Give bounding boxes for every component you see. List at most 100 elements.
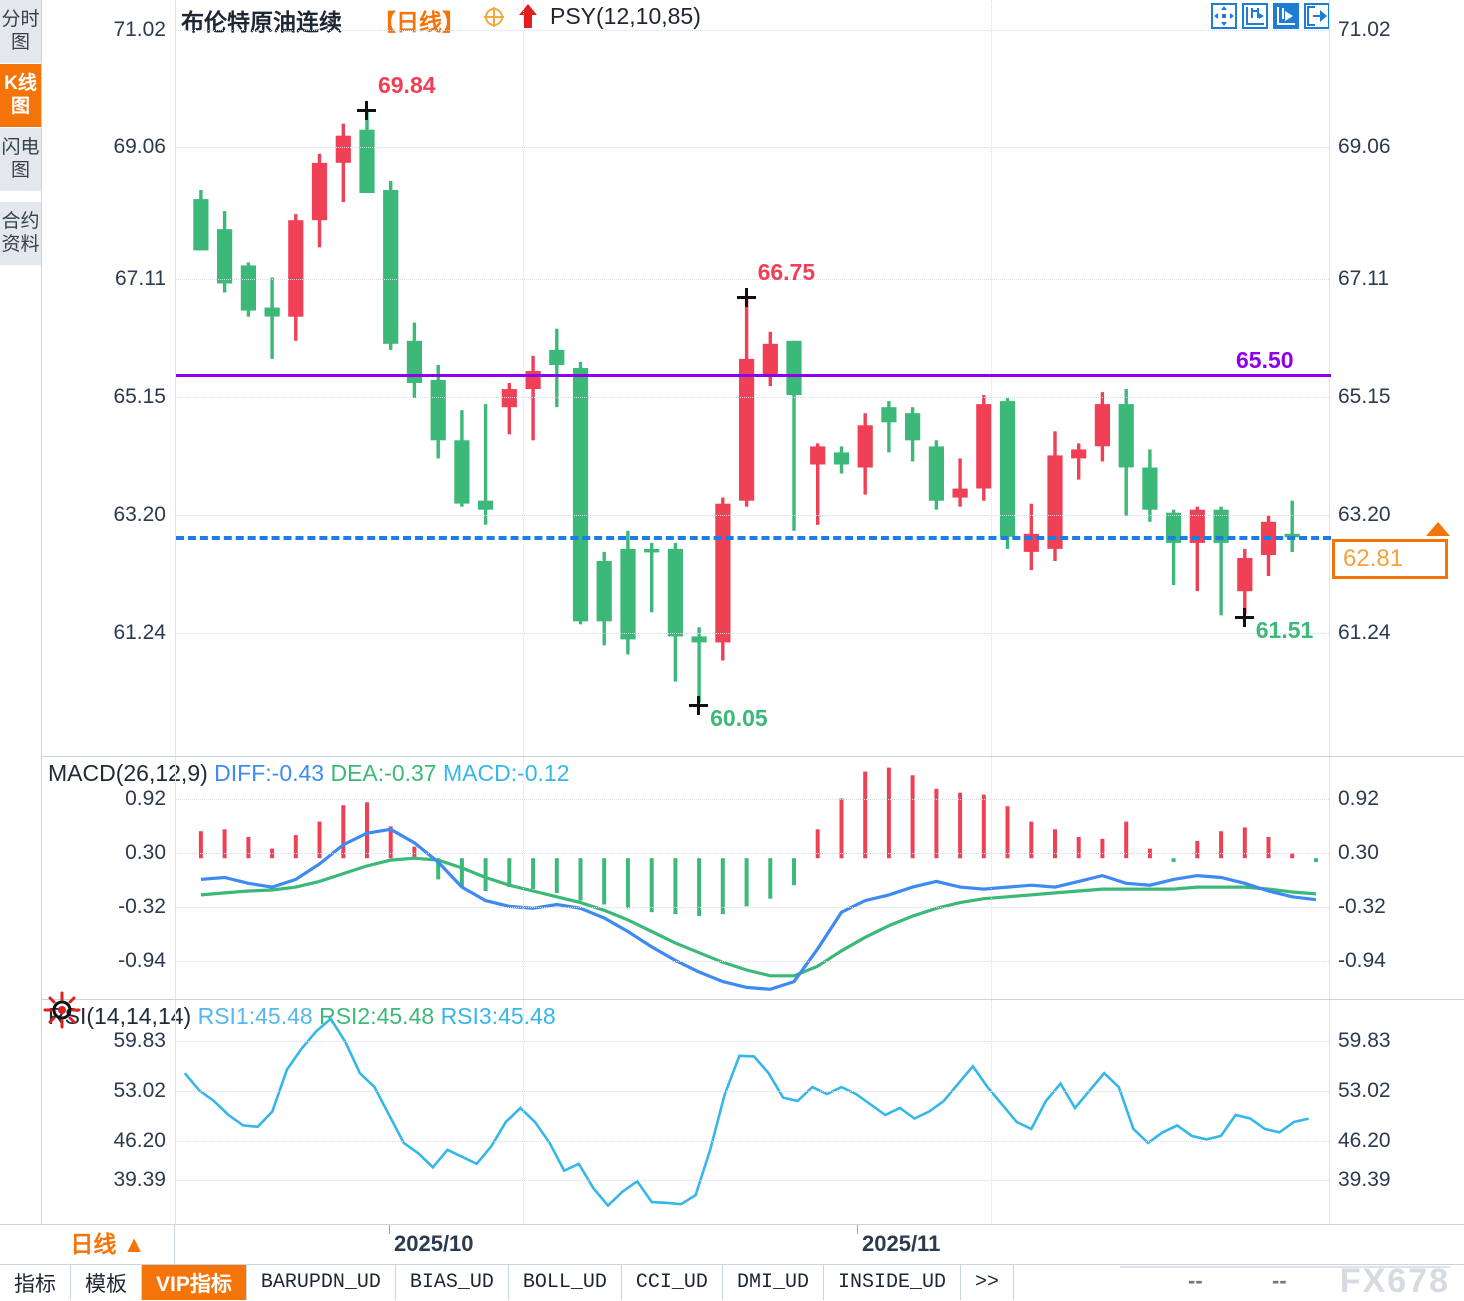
rsi-tick-left-2: 46.20 — [113, 1129, 166, 1152]
pane-separator — [42, 756, 1464, 757]
crosshair-toggle-icon[interactable] — [484, 7, 504, 27]
price-axis-left: 71.02 69.06 67.11 65.15 63.20 61.24 — [42, 0, 170, 756]
rsi-tick-left-1: 53.02 — [113, 1079, 166, 1102]
macd-axis-right: 0.92 0.30 -0.32 -0.94 — [1334, 757, 1464, 999]
last-price-badge: 62.81 — [1332, 539, 1448, 580]
toolbar-tab-boll[interactable]: BOLL_UD — [509, 1265, 622, 1300]
dash-mark-1: -- — [1272, 1268, 1287, 1293]
last-price-line — [176, 536, 1331, 541]
rsi-axis-right: 59.83 53.02 46.20 39.39 — [1334, 1000, 1464, 1224]
toolbar-tab-vip[interactable]: VIP指标 — [142, 1265, 247, 1300]
toolbar-more-button[interactable]: >> — [961, 1265, 1014, 1300]
watermark-rule — [1120, 1266, 1450, 1268]
toolbar-tab-inside[interactable]: INSIDE_UD — [824, 1265, 961, 1300]
sidebar-item-lightning[interactable]: 闪电图 — [0, 128, 41, 192]
macd-diff-value: DIFF:-0.43 — [214, 760, 325, 786]
gridline — [176, 1091, 1329, 1092]
gridline — [176, 1180, 1329, 1181]
gridline — [176, 633, 1329, 634]
macd-tick-right-0: 0.92 — [1338, 787, 1379, 810]
sidebar-divider — [0, 192, 41, 202]
rsi-title-row: RSI(14,14,14) RSI1:45.48 RSI2:45.48 RSI3… — [48, 1003, 556, 1030]
axis-lock-icon[interactable] — [1242, 3, 1268, 29]
price-tick-right-5: 61.24 — [1338, 621, 1391, 644]
rsi3-value: RSI3:45.48 — [440, 1003, 556, 1029]
gridline — [176, 30, 1329, 31]
chart-header: 布伦特原油连续 【日线】 PSY(12,10,85) — [42, 0, 1464, 35]
chart-tool-icons — [1211, 3, 1330, 29]
rsi-tick-right-1: 53.02 — [1338, 1079, 1391, 1102]
macd-series — [198, 767, 1318, 991]
axis-play-icon[interactable] — [1273, 3, 1299, 29]
indicator-toolbar: 指标 模板 VIP指标 BARUPDN_UD BIAS_UD BOLL_UD C… — [0, 1264, 1464, 1300]
gridline — [176, 1141, 1329, 1142]
rsi2-value: RSI2:45.48 — [319, 1003, 435, 1029]
toolbar-tab-template[interactable]: 模板 — [71, 1265, 142, 1300]
psy-indicator-label: PSY(12,10,85) — [550, 3, 701, 29]
macd-macd-value: MACD:-0.12 — [442, 760, 570, 786]
recent-low-marker-crosshair — [1234, 607, 1254, 627]
low-marker-crosshair — [689, 695, 709, 715]
macd-tick-left-0: 0.92 — [125, 787, 166, 810]
gridline — [176, 853, 1329, 854]
rsi-pane[interactable]: RSI(14,14,14) RSI1:45.48 RSI2:45.48 RSI3… — [42, 1000, 1464, 1224]
rsi-series — [183, 1016, 1309, 1208]
sidebar-item-contract-info[interactable]: 合约资料 — [0, 202, 41, 266]
macd-tick-left-3: -0.94 — [118, 949, 166, 972]
support-price-line — [176, 373, 1331, 377]
price-tick-right-4: 63.20 — [1338, 503, 1391, 526]
recent-low-annotation: 61.51 — [1255, 616, 1314, 643]
toolbar-tab-indicators[interactable]: 指标 — [0, 1265, 71, 1300]
toolbar-tab-dmi[interactable]: DMI_UD — [723, 1265, 824, 1300]
macd-pane[interactable]: MACD(26,12,9) DIFF:-0.43 DEA:-0.37 MACD:… — [42, 757, 1464, 999]
period-selector-button[interactable]: 日线 ▲ — [42, 1225, 175, 1264]
price-pane[interactable]: 71.02 69.06 67.11 65.15 63.20 61.24 71.0… — [42, 0, 1464, 756]
macd-dea-value: DEA:-0.37 — [330, 760, 437, 786]
macd-axis-left: 0.92 0.30 -0.32 -0.94 — [42, 757, 170, 999]
sidebar-item-timeshare[interactable]: 分时图 — [0, 0, 41, 64]
toolbar-tab-cci[interactable]: CCI_UD — [622, 1265, 723, 1300]
price-plot[interactable] — [175, 0, 1331, 756]
indicator-settings-icon[interactable] — [42, 990, 132, 1030]
vertical-gridline — [523, 757, 524, 999]
macd-tick-left-1: 0.30 — [125, 841, 166, 864]
rsi-tick-left-3: 39.39 — [113, 1168, 166, 1191]
last-price-arrow-icon — [1426, 522, 1450, 537]
macd-plot[interactable] — [175, 757, 1330, 999]
gridline — [176, 515, 1329, 516]
vertical-gridline — [991, 0, 992, 756]
watermark: FX678 — [1339, 1262, 1450, 1300]
low-annotation: 60.05 — [710, 704, 768, 731]
high-marker-crosshair — [356, 101, 376, 121]
candlestick-series — [193, 112, 1300, 703]
rsi1-value: RSI1:45.48 — [197, 1003, 313, 1029]
date-tick — [857, 1225, 858, 1234]
sidebar-item-contract-info-label: 合约资料 — [1, 211, 40, 255]
price-tick-right-0: 71.02 — [1338, 18, 1391, 41]
price-tick-left-0: 71.02 — [113, 18, 166, 41]
gridline — [176, 397, 1329, 398]
price-tick-right-3: 65.15 — [1338, 385, 1391, 408]
date-label-1: 2025/11 — [862, 1231, 941, 1256]
price-tick-left-5: 61.24 — [113, 621, 166, 644]
rsi-tick-right-2: 46.20 — [1338, 1129, 1391, 1152]
date-tick — [389, 1225, 390, 1234]
toolbar-tab-bias[interactable]: BIAS_UD — [396, 1265, 509, 1300]
price-axis-right: 71.02 69.06 67.11 65.15 63.20 61.24 — [1334, 0, 1464, 756]
macd-tick-left-2: -0.32 — [118, 895, 166, 918]
macd-title: MACD(26,12,9) — [48, 760, 208, 786]
macd-tick-right-3: -0.94 — [1338, 949, 1386, 972]
date-label-0: 2025/10 — [394, 1231, 474, 1256]
rsi-plot[interactable] — [175, 1000, 1330, 1224]
move-icon[interactable] — [1211, 3, 1237, 29]
rsi-tick-right-3: 39.39 — [1338, 1168, 1391, 1191]
macd-title-row: MACD(26,12,9) DIFF:-0.43 DEA:-0.37 MACD:… — [48, 760, 570, 787]
gridline — [176, 799, 1329, 800]
chart-area[interactable]: 布伦特原油连续 【日线】 PSY(12,10,85) — [42, 0, 1464, 1224]
rsi-tick-left-0: 59.83 — [113, 1029, 166, 1052]
macd-tick-right-1: 0.30 — [1338, 841, 1379, 864]
price-tick-left-4: 63.20 — [113, 503, 166, 526]
sidebar-item-candlestick[interactable]: K线图 — [0, 64, 41, 128]
toolbar-tab-barupdn[interactable]: BARUPDN_UD — [247, 1265, 396, 1300]
date-axis: 日线 ▲ 2025/10 2025/11 — [0, 1224, 1464, 1264]
